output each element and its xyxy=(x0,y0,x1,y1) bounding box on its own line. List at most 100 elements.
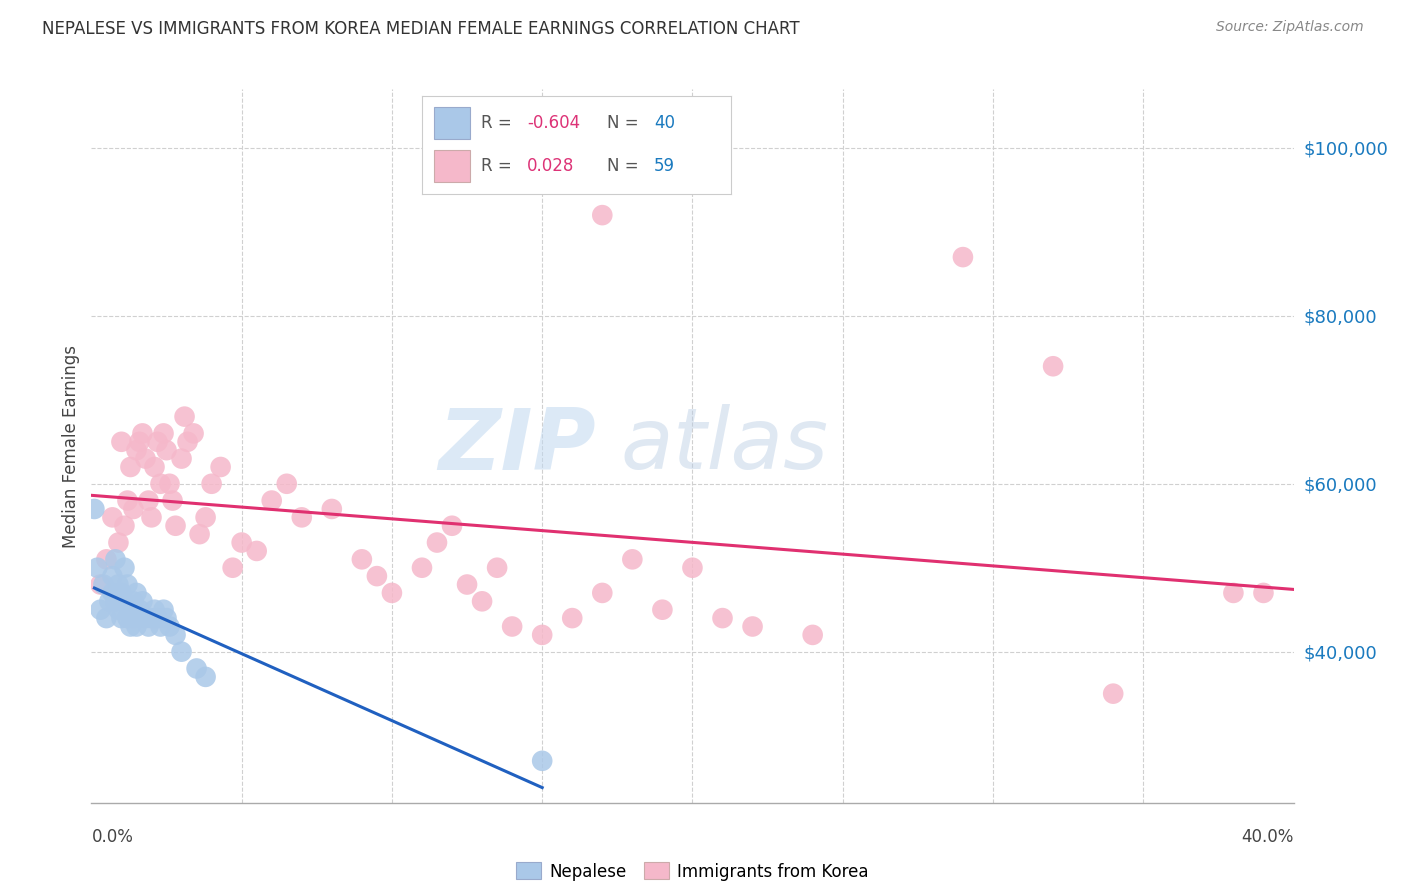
Point xyxy=(152,603,174,617)
Bar xyxy=(434,107,470,138)
Text: 40: 40 xyxy=(654,114,675,132)
Point xyxy=(231,535,253,549)
Text: -0.604: -0.604 xyxy=(527,114,581,132)
Point xyxy=(188,527,211,541)
Point xyxy=(165,628,187,642)
Point xyxy=(591,208,613,222)
Point xyxy=(143,603,166,617)
Point xyxy=(162,493,184,508)
Point xyxy=(117,611,139,625)
Point xyxy=(170,451,193,466)
Point xyxy=(221,560,243,574)
Point xyxy=(165,518,187,533)
Point xyxy=(531,754,554,768)
Point xyxy=(134,611,156,625)
Point xyxy=(561,611,583,625)
Point xyxy=(149,619,172,633)
Text: 40.0%: 40.0% xyxy=(1241,828,1294,846)
Point xyxy=(173,409,195,424)
Point xyxy=(114,560,136,574)
Point xyxy=(486,560,509,574)
Point xyxy=(350,552,373,566)
Point xyxy=(321,502,343,516)
Point xyxy=(155,443,177,458)
Point xyxy=(194,670,217,684)
Point xyxy=(1222,586,1244,600)
Point xyxy=(1253,586,1275,600)
Point xyxy=(201,476,224,491)
Point xyxy=(86,560,108,574)
Point xyxy=(98,594,121,608)
Point xyxy=(591,586,613,600)
Y-axis label: Median Female Earnings: Median Female Earnings xyxy=(62,344,80,548)
Point xyxy=(110,611,132,625)
Point xyxy=(146,434,169,449)
Point xyxy=(110,586,132,600)
Text: atlas: atlas xyxy=(620,404,828,488)
Point xyxy=(501,619,523,633)
Point xyxy=(114,594,136,608)
Point xyxy=(801,628,824,642)
Point xyxy=(146,611,169,625)
Point xyxy=(741,619,763,633)
Bar xyxy=(434,150,470,182)
Point xyxy=(125,586,148,600)
Point xyxy=(186,661,208,675)
Point xyxy=(143,460,166,475)
Text: 0.0%: 0.0% xyxy=(91,828,134,846)
Point xyxy=(276,476,298,491)
Point xyxy=(101,586,124,600)
Text: NEPALESE VS IMMIGRANTS FROM KOREA MEDIAN FEMALE EARNINGS CORRELATION CHART: NEPALESE VS IMMIGRANTS FROM KOREA MEDIAN… xyxy=(42,20,800,37)
Text: N =: N = xyxy=(607,114,644,132)
Point xyxy=(131,426,153,441)
Text: R =: R = xyxy=(481,114,516,132)
Point xyxy=(117,493,139,508)
Point xyxy=(170,645,193,659)
Point xyxy=(159,619,181,633)
Point xyxy=(141,510,163,524)
Point xyxy=(681,560,703,574)
Point xyxy=(149,476,172,491)
Point xyxy=(122,611,145,625)
Point xyxy=(96,611,118,625)
Point xyxy=(128,434,150,449)
Point xyxy=(89,577,111,591)
Point xyxy=(471,594,494,608)
Point xyxy=(107,535,129,549)
Point xyxy=(260,493,283,508)
Point xyxy=(107,577,129,591)
Point xyxy=(93,577,115,591)
Point xyxy=(1042,359,1064,374)
Point xyxy=(411,560,433,574)
Point xyxy=(107,603,129,617)
Point xyxy=(138,619,160,633)
Point xyxy=(152,426,174,441)
Point xyxy=(176,434,198,449)
Point xyxy=(366,569,388,583)
Point xyxy=(122,594,145,608)
Point xyxy=(209,460,232,475)
Point xyxy=(426,535,449,549)
Point xyxy=(381,586,404,600)
Point xyxy=(125,443,148,458)
Point xyxy=(104,552,127,566)
Point xyxy=(138,493,160,508)
Point xyxy=(104,594,127,608)
Point xyxy=(125,619,148,633)
Point xyxy=(120,603,142,617)
Point xyxy=(183,426,205,441)
Point xyxy=(456,577,478,591)
Point xyxy=(114,518,136,533)
Point xyxy=(83,502,105,516)
Point xyxy=(120,460,142,475)
Point xyxy=(194,510,217,524)
Text: 59: 59 xyxy=(654,157,675,175)
Point xyxy=(128,603,150,617)
Point xyxy=(621,552,644,566)
Text: 0.028: 0.028 xyxy=(527,157,574,175)
Text: N =: N = xyxy=(607,157,644,175)
Point xyxy=(651,603,673,617)
Point xyxy=(101,569,124,583)
Text: ZIP: ZIP xyxy=(439,404,596,488)
Point xyxy=(134,451,156,466)
